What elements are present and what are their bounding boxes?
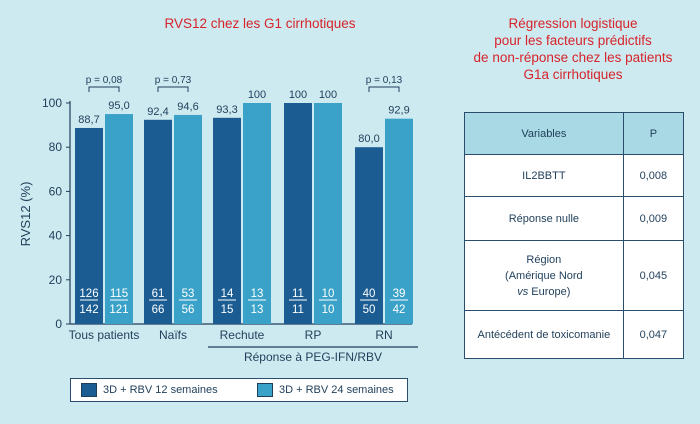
bar-value-label: 80,0: [358, 133, 379, 145]
bar-value-label: 100: [319, 89, 337, 101]
table-cell-variable: Région (Amérique Nord vs Europe): [464, 240, 624, 311]
bar: [144, 119, 172, 325]
legend-item-12w: 3D + RBV 12 semaines: [81, 383, 218, 397]
x-category-label: Tous patients: [69, 328, 140, 342]
table-cell-p: 0,045: [622, 240, 685, 311]
p-value-label: p = 0,08: [86, 75, 123, 86]
bar: [105, 114, 133, 324]
bar-numerator-label: 61: [152, 288, 165, 300]
bar: [213, 117, 241, 324]
bar-value-label: 88,7: [78, 114, 99, 126]
x-category-label: Naïfs: [159, 328, 187, 342]
y-tick-label: 0: [55, 317, 62, 331]
table-title-line: G1a cirrhotiques: [523, 67, 623, 82]
y-tick-label: 20: [49, 273, 63, 287]
table-title-line: de non-réponse chez les patients: [473, 50, 673, 65]
bar-numerator-label: 126: [79, 288, 98, 300]
bar: [314, 103, 342, 324]
bar-numerator-label: 13: [251, 288, 264, 300]
bar-denominator-label: 15: [221, 304, 234, 316]
table-title: Régression logistique pour les facteurs …: [448, 15, 698, 83]
bar-value-label: 95,0: [108, 100, 129, 112]
bar-value-label: 100: [248, 89, 266, 101]
bar-value-label: 100: [289, 89, 307, 101]
bar-denominator-label: 10: [322, 304, 335, 316]
bar-value-label: 94,6: [177, 101, 198, 113]
y-tick-label: 40: [49, 229, 63, 243]
chart-legend: 3D + RBV 12 semaines 3D + RBV 24 semaine…: [70, 378, 408, 402]
bar-denominator-label: 42: [393, 304, 406, 316]
group-bracket-label: Réponse à PEG-IFN/RBV: [244, 350, 382, 364]
p-value-bracket: [88, 86, 120, 92]
p-value-bracket: [368, 86, 400, 92]
regression-table: Variables P IL2BBTT 0,008 Réponse nulle …: [464, 112, 685, 359]
table-title-line: Régression logistique: [508, 16, 638, 31]
bar-denominator-label: 56: [182, 304, 195, 316]
y-tick-label: 100: [42, 96, 62, 110]
bar-numerator-label: 53: [182, 288, 195, 300]
table-row: Région (Amérique Nord vs Europe) 0,045: [464, 240, 685, 311]
bar-numerator-label: 14: [221, 288, 234, 300]
y-tick-label: 80: [49, 140, 63, 154]
bar-denominator-label: 13: [251, 304, 264, 316]
bar-numerator-label: 115: [110, 288, 128, 300]
bar-value-label: 92,4: [147, 106, 168, 118]
bar-denominator-label: 50: [363, 304, 376, 316]
bar-denominator-label: 121: [109, 304, 128, 316]
table-header-variables: Variables: [464, 112, 624, 155]
bar: [75, 127, 103, 325]
bar-numerator-label: 10: [322, 288, 335, 300]
table-title-line: pour les facteurs prédictifs: [494, 33, 652, 48]
bar: [174, 114, 202, 325]
legend-swatch-12w: [81, 383, 97, 397]
table-header-p: P: [622, 112, 685, 155]
table-row: Antécédent de toxicomanie 0,047: [464, 310, 685, 359]
table-cell-p: 0,047: [622, 310, 685, 359]
x-category-label: Rechute: [220, 328, 265, 342]
y-tick-label: 60: [49, 184, 63, 198]
bar: [355, 147, 383, 324]
bar-value-label: 92,9: [388, 105, 409, 117]
bar-numerator-label: 39: [393, 288, 406, 300]
table-row: IL2BBTT 0,008: [464, 154, 685, 197]
table-cell-variable: Antécédent de toxicomanie: [464, 310, 624, 359]
table-cell-p: 0,009: [622, 196, 685, 241]
y-axis-title: RVS12 (%): [18, 182, 33, 247]
bar: [284, 103, 312, 324]
table-header-row: Variables P: [464, 112, 685, 155]
x-category-label: RP: [305, 328, 322, 342]
bar-denominator-label: 11: [292, 304, 304, 316]
p-value-label: p = 0,13: [366, 75, 403, 86]
bar: [385, 118, 413, 324]
legend-swatch-24w: [257, 383, 273, 397]
bar-denominator-label: 66: [152, 304, 165, 316]
legend-item-24w: 3D + RBV 24 semaines: [257, 383, 394, 397]
bar-value-label: 93,3: [216, 104, 237, 116]
bar: [243, 103, 271, 324]
table-cell-variable: Réponse nulle: [464, 196, 624, 241]
bar-numerator-label: 11: [292, 288, 304, 300]
table-row: Réponse nulle 0,009: [464, 196, 685, 241]
bar-numerator-label: 40: [363, 288, 376, 300]
table-cell-variable: IL2BBTT: [464, 154, 624, 197]
table-cell-p: 0,008: [622, 154, 685, 197]
x-category-label: RN: [375, 328, 392, 342]
legend-label-12w: 3D + RBV 12 semaines: [103, 384, 218, 396]
p-value-label: p = 0,73: [155, 75, 192, 86]
chart-title: RVS12 chez les G1 cirrhotiques: [164, 16, 356, 31]
p-value-bracket: [157, 86, 189, 92]
legend-label-24w: 3D + RBV 24 semaines: [279, 384, 394, 396]
bar-denominator-label: 142: [79, 304, 98, 316]
